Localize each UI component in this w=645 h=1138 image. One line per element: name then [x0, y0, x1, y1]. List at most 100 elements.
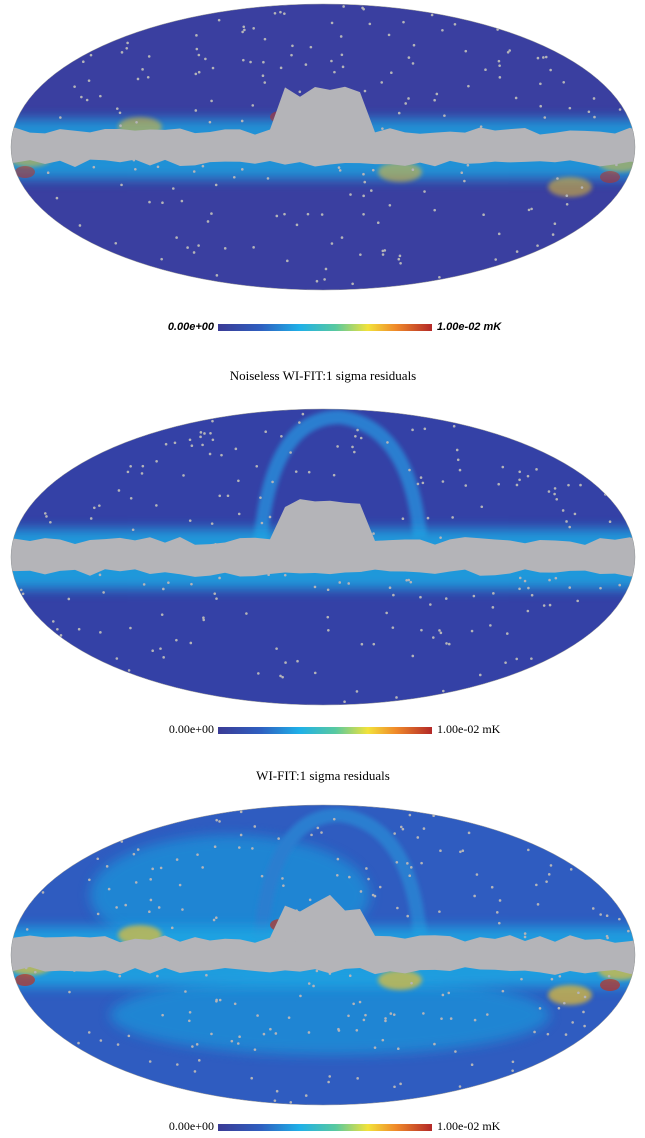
point-source-mask [25, 967, 28, 970]
point-source-mask [341, 53, 344, 56]
point-source-mask [569, 107, 572, 110]
point-source-mask [439, 536, 442, 539]
point-source-mask [330, 60, 333, 63]
point-source-mask [176, 858, 179, 861]
point-source-mask [354, 435, 357, 438]
point-source-mask [181, 200, 184, 203]
point-source-mask [196, 48, 199, 51]
point-source-mask [384, 249, 387, 252]
point-source-mask [565, 1033, 568, 1036]
point-source-mask [205, 974, 208, 977]
point-source-mask [284, 574, 287, 577]
point-source-mask [496, 911, 499, 914]
point-source-mask [548, 490, 551, 493]
point-source-mask [22, 957, 25, 960]
point-source-mask [141, 68, 144, 71]
point-source-mask [116, 657, 119, 660]
point-source-mask [296, 224, 299, 227]
hot-spot [15, 166, 35, 178]
point-source-mask [116, 107, 119, 110]
point-source-mask [528, 209, 531, 212]
point-source-mask [314, 586, 317, 589]
point-source-mask [22, 592, 25, 595]
point-source-mask [78, 628, 81, 631]
point-source-mask [535, 468, 538, 471]
point-source-mask [434, 158, 437, 161]
point-source-mask [450, 1017, 453, 1020]
point-source-mask [141, 472, 144, 475]
point-source-mask [402, 828, 405, 831]
point-source-mask [558, 1007, 561, 1010]
point-source-mask [393, 832, 396, 835]
point-source-mask [114, 242, 117, 245]
point-source-mask [423, 827, 426, 830]
point-source-mask [137, 848, 140, 851]
point-source-mask [56, 628, 59, 631]
point-source-mask [161, 201, 164, 204]
map [0, 805, 645, 1105]
point-source-mask [620, 148, 623, 151]
point-source-mask [275, 647, 278, 650]
point-source-mask [193, 170, 196, 173]
point-source-mask [548, 873, 551, 876]
point-source-mask [175, 236, 178, 239]
point-source-mask [90, 54, 93, 57]
point-source-mask [151, 649, 154, 652]
point-source-mask [382, 253, 385, 256]
point-source-mask [215, 999, 218, 1002]
point-source-mask [119, 124, 122, 127]
point-source-mask [492, 606, 495, 609]
point-source-mask [276, 1090, 279, 1093]
point-source-mask [555, 498, 558, 501]
point-source-mask [384, 156, 387, 159]
point-source-mask [195, 34, 198, 37]
point-source-mask [189, 519, 192, 522]
point-source-mask [190, 642, 193, 645]
point-source-mask [539, 105, 542, 108]
point-source-mask [352, 102, 355, 105]
point-source-mask [506, 632, 509, 635]
point-source-mask [362, 213, 365, 216]
point-source-mask [385, 612, 388, 615]
point-source-mask [356, 1077, 359, 1080]
point-source-mask [362, 173, 365, 176]
point-source-mask [269, 516, 272, 519]
point-source-mask [329, 542, 332, 545]
point-source-mask [399, 262, 402, 265]
point-source-mask [259, 496, 262, 499]
point-source-mask [156, 975, 159, 978]
point-source-mask [161, 1014, 164, 1017]
point-source-mask [308, 982, 311, 985]
point-source-mask [554, 487, 557, 490]
point-source-mask [442, 690, 445, 693]
point-source-mask [396, 861, 399, 864]
point-source-mask [308, 471, 311, 474]
point-source-mask [571, 1021, 574, 1024]
point-source-mask [191, 1045, 194, 1048]
point-source-mask [439, 849, 442, 852]
point-source-mask [129, 627, 132, 630]
point-source-mask [393, 1013, 396, 1016]
point-source-mask [527, 475, 530, 478]
point-source-mask [628, 959, 631, 962]
point-source-mask [158, 906, 161, 909]
point-source-mask [118, 975, 121, 978]
point-source-mask [351, 446, 354, 449]
point-source-mask [419, 596, 422, 599]
point-source-mask [344, 537, 347, 540]
point-source-mask [524, 932, 527, 935]
point-source-mask [537, 903, 540, 906]
point-source-mask [233, 176, 236, 179]
point-source-mask [190, 583, 193, 586]
point-source-mask [361, 643, 364, 646]
point-source-mask [209, 453, 212, 456]
point-source-mask [512, 1060, 515, 1063]
point-source-mask [356, 690, 359, 693]
point-source-mask [60, 634, 63, 637]
point-source-mask [464, 50, 467, 53]
point-source-mask [545, 880, 548, 883]
point-source-mask [212, 67, 215, 70]
point-source-mask [254, 1048, 257, 1051]
point-source-mask [352, 549, 355, 552]
point-source-mask [619, 108, 622, 111]
